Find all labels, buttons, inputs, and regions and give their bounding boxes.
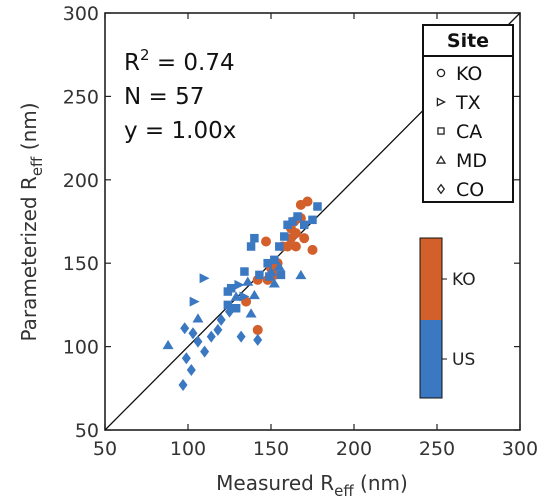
data-point-tx xyxy=(239,291,250,302)
y-tick-label: 100 xyxy=(63,337,99,359)
legend-title: Site xyxy=(447,30,489,52)
color-key: KO US xyxy=(419,237,476,399)
data-point-ca xyxy=(293,212,302,221)
data-point-co xyxy=(225,305,234,318)
data-point-ca xyxy=(299,220,309,230)
data-point-md xyxy=(162,339,174,350)
data-point-tx xyxy=(234,279,245,290)
data-point-ca xyxy=(275,242,284,251)
data-point-co xyxy=(178,378,188,391)
data-point-co xyxy=(213,323,223,336)
legend-marker-ca xyxy=(437,127,445,135)
plot-frame xyxy=(104,12,521,431)
y-tick-label: 50 xyxy=(75,420,99,442)
axis-ticks: 50 100 150 200 250 300 50 100 150 200 250 300 xyxy=(63,3,538,460)
data-point-tx xyxy=(189,296,200,307)
y-tick-label: 300 xyxy=(63,3,99,25)
x-tick-label: 150 xyxy=(253,438,289,460)
data-points xyxy=(162,196,322,391)
data-point-co xyxy=(188,327,198,340)
data-point-ca xyxy=(270,255,279,265)
x-tick-label: 50 xyxy=(93,438,117,460)
data-point-ca xyxy=(265,272,274,281)
legend-marker-tx xyxy=(436,97,447,107)
data-point-md xyxy=(268,278,280,288)
stat-r2: R2 = 0.74 xyxy=(124,46,235,76)
legend-marker-md xyxy=(435,155,447,164)
data-point-ko xyxy=(299,233,310,244)
legend-label-co: CO xyxy=(456,179,484,201)
data-point-co xyxy=(193,335,203,348)
data-point-ko xyxy=(290,241,301,252)
color-key-label-ko: KO xyxy=(452,270,476,290)
data-point-ca xyxy=(250,233,259,243)
data-point-co xyxy=(253,333,263,346)
color-key-ko xyxy=(420,238,442,320)
data-point-co xyxy=(216,313,226,326)
legend-label-ko: KO xyxy=(456,63,482,85)
stat-fit: y = 1.00x xyxy=(124,118,236,144)
data-point-ca xyxy=(276,270,286,280)
data-point-md xyxy=(265,266,277,276)
x-tick-label: 250 xyxy=(419,438,455,460)
data-point-md xyxy=(245,308,257,318)
data-point-md xyxy=(192,313,204,323)
y-tick-label: 200 xyxy=(63,170,99,192)
data-point-ca xyxy=(223,300,233,310)
data-point-ca xyxy=(255,270,264,280)
data-point-co xyxy=(181,352,191,365)
legend-label-tx: TX xyxy=(455,92,481,114)
data-point-ko xyxy=(307,244,318,255)
data-point-md xyxy=(242,276,254,286)
x-tick-label: 300 xyxy=(502,438,538,460)
data-point-ko xyxy=(282,241,293,252)
data-point-ko xyxy=(295,199,306,210)
color-key-frame xyxy=(419,237,443,399)
data-point-ca xyxy=(226,283,236,293)
color-key-us xyxy=(420,320,442,398)
x-tick-label: 200 xyxy=(336,438,372,460)
data-point-md xyxy=(248,289,260,300)
x-tick-label: 100 xyxy=(170,438,206,460)
data-point-ca xyxy=(283,220,292,230)
data-point-ca xyxy=(288,217,297,226)
x-axis-title: Measured Reff (nm) xyxy=(216,471,408,500)
stat-n: N = 57 xyxy=(124,84,204,110)
data-point-co xyxy=(236,330,246,343)
data-point-ko xyxy=(252,324,263,335)
data-point-ca xyxy=(263,258,272,268)
data-point-ca xyxy=(280,232,289,241)
data-point-co xyxy=(206,330,216,343)
data-point-ca xyxy=(231,303,241,313)
data-point-ca xyxy=(240,267,249,276)
data-point-md xyxy=(295,269,307,280)
legend-label-ca: CA xyxy=(456,121,482,143)
color-key-label-us: US xyxy=(452,350,475,370)
legend-box xyxy=(422,24,514,203)
data-point-co xyxy=(186,363,196,376)
data-point-tx xyxy=(199,273,210,284)
y-tick-label: 150 xyxy=(63,253,99,275)
legend-marker-co xyxy=(436,183,446,195)
y-axis-title: Parameterized Reff (nm) xyxy=(17,102,46,341)
data-point-ca xyxy=(313,202,322,211)
data-point-co xyxy=(200,345,210,358)
data-point-ko xyxy=(261,236,272,247)
legend-label-md: MD xyxy=(456,150,487,172)
data-point-md xyxy=(273,261,285,271)
y-tick-label: 250 xyxy=(63,86,99,108)
data-point-ca xyxy=(246,242,256,251)
legend-marker-ko xyxy=(436,68,446,78)
data-point-co xyxy=(180,322,190,335)
data-point-md xyxy=(230,291,242,301)
site-legend: Site KO TX CA MD CO xyxy=(422,24,514,203)
data-point-ca xyxy=(308,215,317,225)
